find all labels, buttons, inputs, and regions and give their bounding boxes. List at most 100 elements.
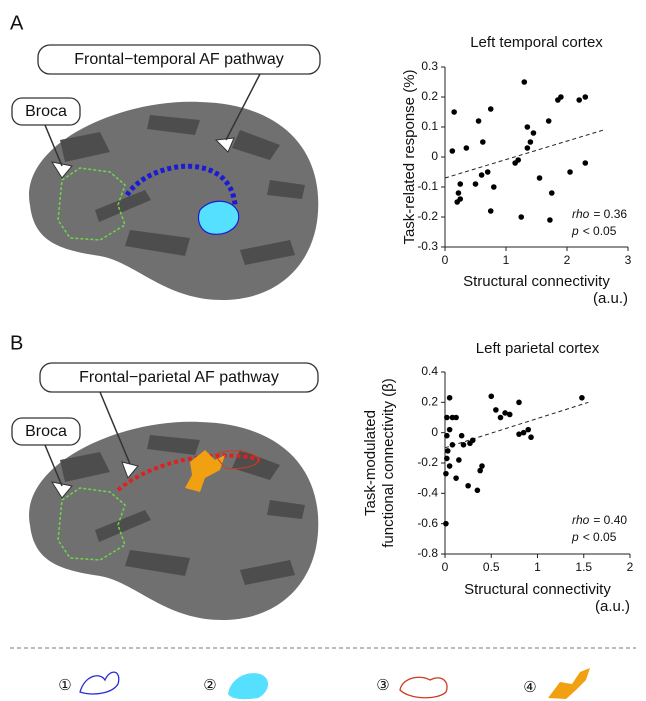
- y-tick-label: -0.4: [417, 486, 438, 500]
- stat-symbol: rho: [572, 513, 590, 527]
- stat-value: = 0.36: [593, 207, 627, 221]
- data-point: [479, 172, 485, 178]
- data-point: [454, 199, 460, 205]
- data-point: [525, 145, 531, 151]
- x-tick-label: 3: [625, 253, 632, 267]
- data-point: [445, 448, 451, 454]
- y-tick-label: -0.3: [417, 239, 438, 253]
- data-point: [549, 190, 555, 196]
- stat-annotation: rho= 0.40: [572, 513, 627, 527]
- data-point: [537, 175, 543, 181]
- x-tick-label: 0: [442, 560, 449, 574]
- data-point: [461, 442, 467, 448]
- data-point: [558, 94, 564, 100]
- legend-number: ④: [523, 679, 536, 696]
- data-point: [453, 475, 459, 481]
- y-tick-label: -0.1: [417, 179, 438, 193]
- data-point: [476, 118, 482, 124]
- pathway-label: Frontal−temporal AF pathway: [74, 51, 283, 68]
- x-tick-label: 2: [564, 253, 571, 267]
- data-point: [457, 181, 463, 187]
- chart-title: Left temporal cortex: [470, 34, 603, 51]
- chart-title: Left parietal cortex: [476, 340, 600, 357]
- stat-annotation: p < 0.05: [571, 224, 617, 238]
- stat-symbol: p: [571, 224, 579, 238]
- legend-icon: [80, 672, 119, 694]
- y-tick-label: 0: [431, 425, 438, 439]
- legend-number: ③: [376, 677, 389, 694]
- data-point: [488, 393, 494, 399]
- y-tick-label: 0.2: [421, 89, 438, 103]
- stat-value: < 0.05: [583, 224, 617, 238]
- data-point: [521, 430, 527, 436]
- data-point: [567, 169, 573, 175]
- x-tick-label: 0: [442, 253, 449, 267]
- data-point: [576, 97, 582, 103]
- x-axis-label: Structural connectivity: [464, 581, 611, 598]
- data-point: [473, 181, 479, 187]
- x-axis-label: Structural connectivity: [463, 273, 610, 290]
- data-point: [547, 217, 553, 223]
- stat-annotation: p < 0.05: [571, 530, 617, 544]
- data-point: [579, 395, 585, 401]
- data-point: [456, 190, 462, 196]
- data-point: [459, 433, 465, 439]
- data-point: [512, 160, 518, 166]
- data-point: [465, 483, 471, 489]
- y-tick-label: -0.8: [417, 546, 438, 560]
- data-point: [447, 427, 453, 433]
- legend-number: ①: [58, 677, 71, 694]
- figure: Frontal−temporal AF pathway Broca A Fron…: [0, 0, 646, 701]
- region-label: Broca: [25, 103, 67, 120]
- data-point: [522, 79, 528, 85]
- data-point: [516, 400, 522, 406]
- y-tick-label: -0.2: [417, 209, 438, 223]
- data-point: [444, 456, 450, 462]
- fit-line: [445, 402, 588, 448]
- x-axis-unit: (a.u.): [593, 290, 628, 307]
- data-point: [525, 124, 531, 130]
- stat-value: = 0.40: [593, 513, 627, 527]
- x-tick-label: 1.5: [575, 560, 592, 574]
- y-tick-label: -0.6: [417, 516, 438, 530]
- fit-line: [445, 130, 604, 178]
- data-point: [493, 407, 499, 413]
- y-axis-label: Task-modulated: [362, 410, 379, 516]
- x-axis-unit: (a.u.): [595, 598, 630, 615]
- y-axis-label: Task-related response (%): [401, 69, 418, 244]
- data-point: [583, 94, 589, 100]
- data-point: [456, 457, 462, 463]
- data-point: [453, 415, 459, 421]
- pathway-label: Frontal−parietal AF pathway: [79, 369, 279, 386]
- y-tick-label: 0.1: [421, 119, 438, 133]
- panel-label: B: [10, 332, 23, 354]
- data-point: [528, 139, 534, 145]
- data-point: [444, 415, 450, 421]
- stat-annotation: rho= 0.36: [572, 207, 627, 221]
- data-point: [488, 106, 494, 112]
- data-point: [450, 148, 456, 154]
- y-tick-label: 0.2: [421, 395, 438, 409]
- data-point: [475, 488, 481, 494]
- data-point: [488, 208, 494, 214]
- charts: Left temporal cortex -0.3 -0.2 -0.1 0 0.1 0.2 0…: [362, 34, 634, 615]
- stat-symbol: p: [571, 530, 579, 544]
- legend-icon: [400, 677, 447, 698]
- x-tick-label: 0.5: [483, 560, 500, 574]
- stat-value: < 0.05: [583, 530, 617, 544]
- data-point: [498, 415, 504, 421]
- data-point: [470, 437, 476, 443]
- x-tick-label: 2: [627, 560, 634, 574]
- data-point: [528, 434, 534, 440]
- x-tick-label: 1: [503, 253, 510, 267]
- data-point: [491, 184, 497, 190]
- legend-icon: [548, 668, 590, 699]
- stat-symbol: rho: [572, 207, 590, 221]
- y-tick-label: 0.3: [421, 59, 438, 73]
- data-point: [546, 118, 552, 124]
- data-point: [583, 160, 589, 166]
- data-point: [507, 412, 513, 418]
- y-tick-label: -0.2: [417, 455, 438, 469]
- y-tick-label: 0.4: [421, 364, 438, 378]
- data-point: [447, 395, 453, 401]
